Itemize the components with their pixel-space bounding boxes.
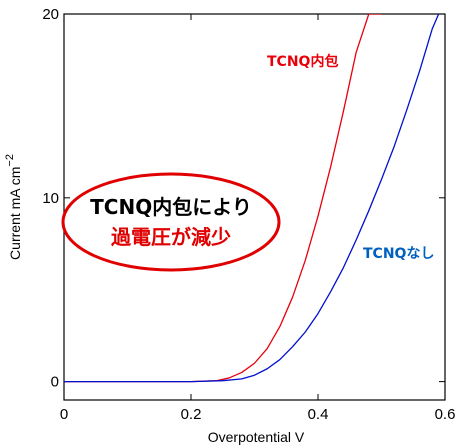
series-label-red: TCNQ内包 bbox=[267, 53, 338, 70]
series-label-blue: TCNQなし bbox=[363, 246, 434, 262]
y-axis-label: Current mA cm−2 bbox=[4, 154, 23, 260]
callout-line-1: TCNQ内包により bbox=[90, 195, 252, 219]
y-axis-label-superscript: −2 bbox=[4, 154, 16, 167]
x-axis-label: Overpotential V bbox=[208, 429, 305, 445]
y-tick-label: 0 bbox=[51, 374, 59, 391]
y-tick-label: 20 bbox=[42, 6, 59, 23]
x-tick-label: 0 bbox=[60, 406, 68, 423]
x-tick-label: 0.4 bbox=[308, 406, 329, 423]
series-line-blue bbox=[64, 14, 440, 383]
series-line-red bbox=[64, 14, 382, 383]
y-tick-label: 10 bbox=[42, 190, 59, 207]
plot-frame bbox=[63, 13, 446, 401]
callout-line-2: 過電圧が減少 bbox=[111, 225, 231, 249]
x-tick-label: 0.2 bbox=[181, 406, 202, 423]
callout-ellipse bbox=[61, 172, 281, 272]
x-tick-label: 0.6 bbox=[435, 406, 456, 423]
y-axis-label-text: Current mA cm bbox=[7, 167, 23, 260]
